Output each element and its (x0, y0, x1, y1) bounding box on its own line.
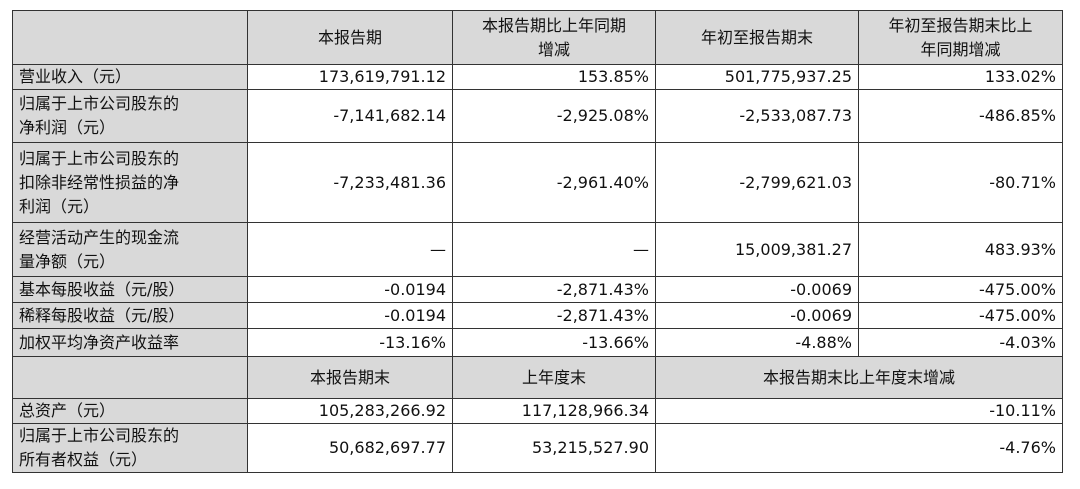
row-label: 稀释每股收益（元/股） (12, 302, 248, 329)
value-cell: -475.00% (858, 276, 1063, 303)
cell-line: 利润（元） (19, 196, 100, 216)
data-row: 经营活动产生的现金流 量净额（元） — —15,009,381.27 483.93% (12, 222, 1063, 277)
value-cell: 133.02% (858, 64, 1063, 90)
value-cell: -0.0069 (655, 276, 859, 303)
data-row: 总资产（元） 105,283,266.92 117,128,966.34 -10.11… (12, 398, 1063, 424)
header-cell (12, 10, 248, 65)
cell-line: 年初至报告期末比上 (888, 15, 1033, 35)
value-cell: -0.0194 (247, 302, 453, 329)
header-cell: 本报告期 (247, 10, 453, 65)
data-row: 营业收入（元） 173,619,791.12 153.85% 501,775,937.… (12, 64, 1063, 90)
value-cell: -2,533,087.73 (655, 89, 859, 143)
value-cell: -13.66% (452, 328, 656, 357)
value-cell: — (247, 222, 453, 277)
header-cell (12, 356, 248, 399)
row-label: 归属于上市公司股东的 净利润（元） (12, 89, 248, 143)
value-cell: -0.0194 (247, 276, 453, 303)
value-cell: -4.88% (655, 328, 859, 357)
cell-line: 量净额（元） (19, 251, 116, 271)
cell-line: 归属于上市公司股东的 (19, 94, 180, 113)
value-cell: -4.03% (858, 328, 1063, 357)
row-label: 营业收入（元） (12, 64, 248, 90)
value-cell: -2,961.40% (452, 142, 656, 223)
cell-line: 净利润（元） (19, 118, 116, 137)
cell-line: 归属于上市公司股东的 (19, 426, 180, 445)
header-cell: 上年度末 (452, 356, 656, 399)
cell-line: 增减 (537, 39, 570, 59)
header-cell: 本报告期末比上年度末增减 (655, 356, 1063, 399)
cell-line: 本报告期比上年同期 (481, 15, 626, 35)
value-cell: -7,233,481.36 (247, 142, 453, 223)
row-label: 加权平均净资产收益率 (12, 328, 248, 357)
value-cell: -2,871.43% (452, 302, 656, 329)
value-cell: -80.71% (858, 142, 1063, 223)
value-cell: — (452, 222, 656, 277)
value-cell: 105,283,266.92 (247, 398, 453, 424)
data-row: 加权平均净资产收益率 -13.16% -13.66% -4.88% -4.03% (12, 328, 1063, 357)
data-row: 归属于上市公司股东的 所有者权益（元） 50,682,697.77 53,215,52… (12, 423, 1063, 473)
header-cell: 年初至报告期末比上 年同期增减 (858, 10, 1063, 65)
value-cell: -486.85% (858, 89, 1063, 143)
value-cell: 117,128,966.34 (452, 398, 656, 424)
value-cell: 153.85% (452, 64, 656, 90)
header-row: 本报告期 本报告期比上年同期 增减 年初至报告期末 年初至报告期末比上 年同期增减 (12, 10, 1063, 65)
value-cell: -0.0069 (655, 302, 859, 329)
table-body: 本报告期 本报告期比上年同期 增减 年初至报告期末 年初至报告期末比上 年同期增减 营业收入… (12, 10, 1063, 473)
header-row: 本报告期末 上年度末 本报告期末比上年度末增减 (12, 356, 1063, 399)
value-cell: -475.00% (858, 302, 1063, 329)
header-cell: 年初至报告期末 (655, 10, 859, 65)
header-cell: 本报告期末 (247, 356, 453, 399)
cell-line: 归属于上市公司股东的 (19, 148, 180, 168)
header-cell: 本报告期比上年同期 增减 (452, 10, 656, 65)
row-label: 总资产（元） (12, 398, 248, 424)
value-cell: 50,682,697.77 (247, 423, 453, 473)
value-cell: -4.76% (655, 423, 1063, 473)
value-cell: -2,799,621.03 (655, 142, 859, 223)
value-cell: -2,871.43% (452, 276, 656, 303)
cell-line: 经营活动产生的现金流 (19, 227, 180, 247)
cell-line: 所有者权益（元） (19, 450, 148, 469)
value-cell: 483.93% (858, 222, 1063, 277)
row-label: 归属于上市公司股东的 所有者权益（元） (12, 423, 248, 473)
data-row: 归属于上市公司股东的 扣除非经常性损益的净 利润（元） -7,233,481.36 -2… (12, 142, 1063, 223)
value-cell: 53,215,527.90 (452, 423, 656, 473)
value-cell: -7,141,682.14 (247, 89, 453, 143)
value-cell: 15,009,381.27 (655, 222, 859, 277)
value-cell: 501,775,937.25 (655, 64, 859, 90)
row-label: 基本每股收益（元/股） (12, 276, 248, 303)
value-cell: -13.16% (247, 328, 453, 357)
row-label: 归属于上市公司股东的 扣除非经常性损益的净 利润（元） (12, 142, 248, 223)
data-row: 稀释每股收益（元/股） -0.0194 -2,871.43% -0.0069 -475.… (12, 302, 1063, 329)
row-label: 经营活动产生的现金流 量净额（元） (12, 222, 248, 277)
financial-table: 本报告期 本报告期比上年同期 增减 年初至报告期末 年初至报告期末比上 年同期增减 营业收入… (12, 10, 1063, 473)
value-cell: -10.11% (655, 398, 1063, 424)
value-cell: -2,925.08% (452, 89, 656, 143)
cell-line: 扣除非经常性损益的净 (19, 172, 180, 192)
cell-line: 年同期增减 (920, 39, 1001, 59)
data-row: 基本每股收益（元/股） -0.0194 -2,871.43% -0.0069 -475.… (12, 276, 1063, 303)
data-row: 归属于上市公司股东的 净利润（元） -7,141,682.14 -2,925.08% -… (12, 89, 1063, 143)
value-cell: 173,619,791.12 (247, 64, 453, 90)
